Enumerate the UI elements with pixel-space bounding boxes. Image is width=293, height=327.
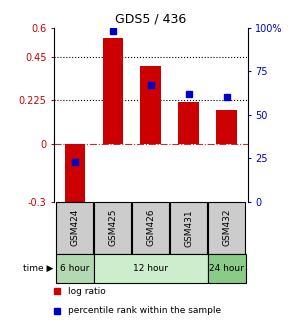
FancyBboxPatch shape [170, 202, 207, 253]
Text: GSM426: GSM426 [146, 209, 155, 247]
Text: GSM424: GSM424 [71, 209, 80, 247]
FancyBboxPatch shape [94, 253, 208, 284]
Bar [65, 144, 86, 212]
Text: 12 hour: 12 hour [133, 264, 168, 273]
Text: GSM432: GSM432 [222, 209, 231, 247]
FancyBboxPatch shape [94, 202, 131, 253]
FancyBboxPatch shape [56, 202, 93, 253]
Text: percentile rank within the sample: percentile rank within the sample [68, 306, 221, 315]
FancyBboxPatch shape [208, 253, 246, 284]
Bar [178, 102, 199, 144]
FancyBboxPatch shape [56, 253, 94, 284]
Bar [216, 110, 237, 144]
Text: 6 hour: 6 hour [60, 264, 90, 273]
Text: GSM431: GSM431 [184, 209, 193, 247]
FancyBboxPatch shape [208, 202, 245, 253]
Text: 24 hour: 24 hour [209, 264, 244, 273]
Text: log ratio: log ratio [68, 287, 105, 296]
Title: GDS5 / 436: GDS5 / 436 [115, 12, 187, 25]
Bar [103, 39, 123, 144]
Text: time ▶: time ▶ [23, 264, 53, 273]
FancyBboxPatch shape [132, 202, 169, 253]
Text: GSM425: GSM425 [108, 209, 117, 247]
Bar [140, 66, 161, 144]
